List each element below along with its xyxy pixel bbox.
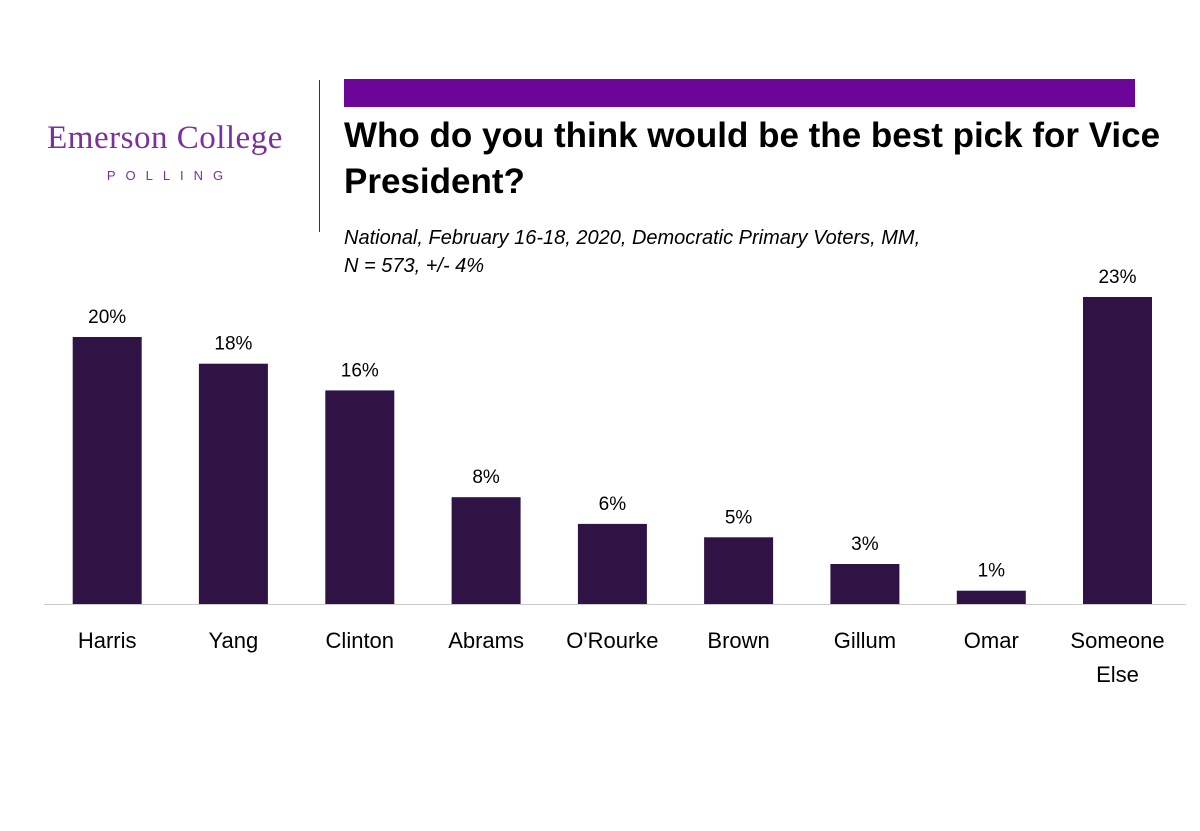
data-label: 16% — [341, 360, 379, 381]
logo-subtitle: POLLING — [106, 168, 234, 184]
bar-harris — [72, 337, 142, 604]
logo-name: Emerson College — [47, 120, 283, 156]
category-label: O'Rourke — [566, 628, 658, 653]
data-label: 18% — [214, 334, 252, 355]
bar-omar — [956, 590, 1026, 604]
category-label: Yang — [209, 628, 259, 653]
subtitle-line-2: N = 573, +/- 4% — [344, 255, 485, 277]
category-label: Abrams — [448, 628, 524, 653]
data-label: 23% — [1098, 267, 1136, 288]
logo-divider — [319, 80, 320, 232]
data-label: 3% — [851, 534, 879, 555]
bar-clinton — [325, 390, 395, 604]
chart-subtitle: National, February 16-18, 2020, Democrat… — [344, 224, 1064, 280]
bar-o-rourke — [577, 523, 647, 604]
category-label: Someone — [1070, 628, 1164, 653]
title-accent-bar — [344, 79, 1135, 107]
emerson-logo: Emerson College POLLING — [30, 120, 300, 183]
category-label: Gillum — [834, 628, 896, 653]
data-label: 5% — [725, 507, 753, 528]
bar-brown — [704, 537, 774, 604]
data-label: 6% — [599, 494, 627, 515]
data-label: 20% — [88, 307, 126, 328]
category-label: Else — [1096, 662, 1139, 687]
bar-gillum — [830, 564, 900, 604]
category-label: Brown — [707, 628, 769, 653]
bar-someone-else — [1083, 297, 1152, 604]
chart-title: Who do you think would be the best pick … — [344, 116, 1161, 201]
bar-abrams — [451, 497, 521, 604]
category-label: Harris — [78, 628, 137, 653]
subtitle-line-1: National, February 16-18, 2020, Democrat… — [344, 227, 921, 249]
bar-yang — [198, 363, 268, 604]
data-label: 8% — [472, 467, 500, 488]
category-label: Omar — [964, 628, 1019, 653]
data-label: 1% — [978, 561, 1006, 582]
category-label: Clinton — [326, 628, 394, 653]
